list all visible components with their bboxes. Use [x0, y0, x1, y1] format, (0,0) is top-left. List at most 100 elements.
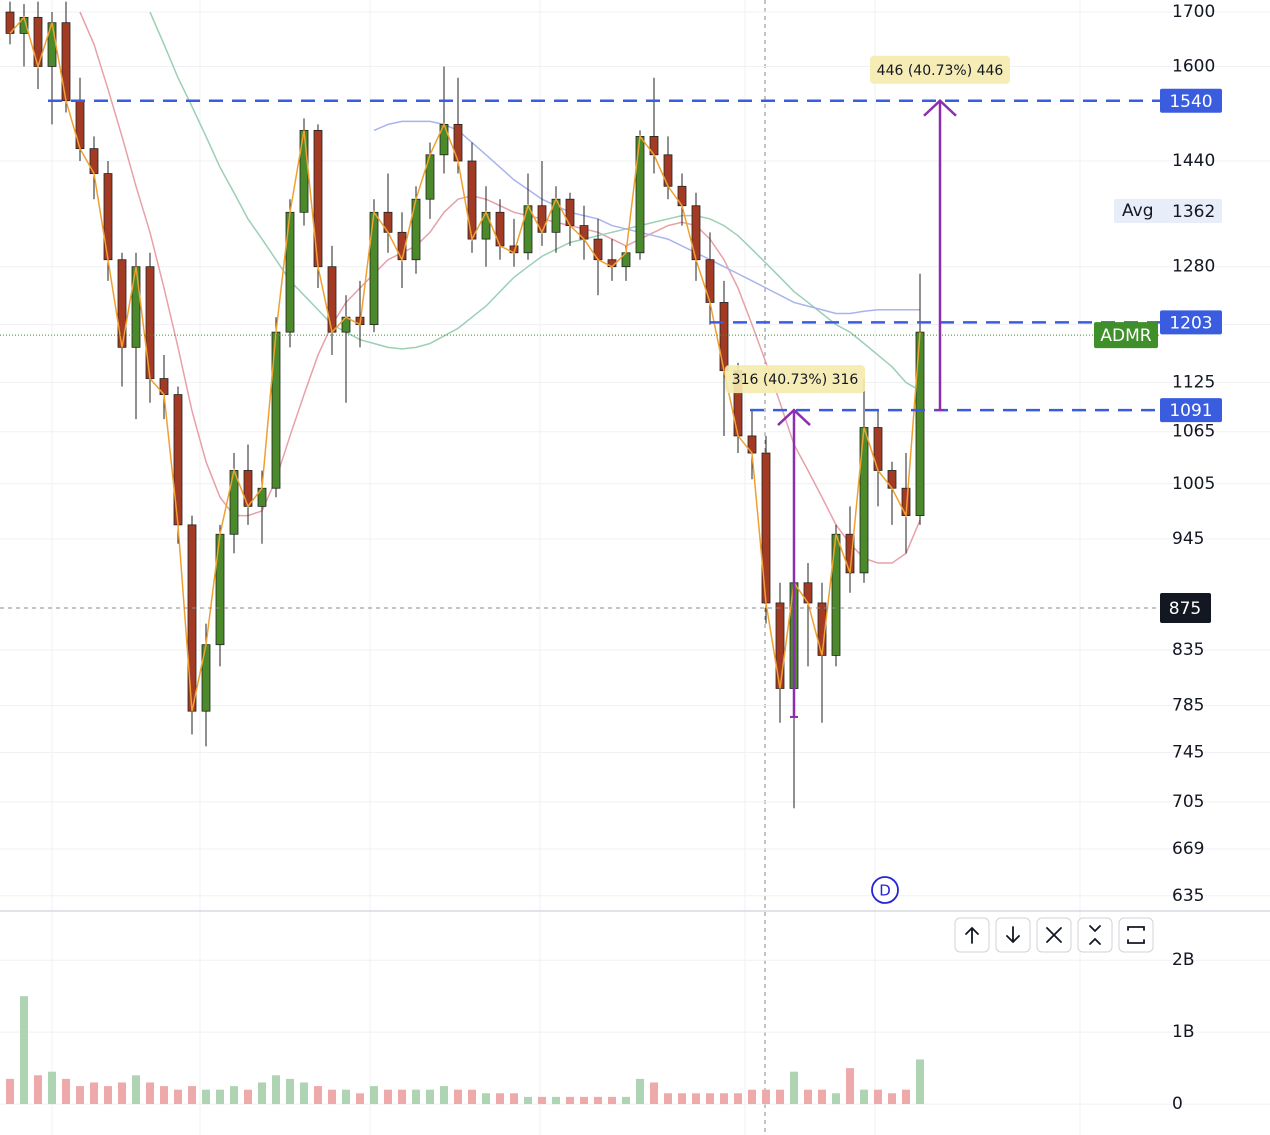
volume-bar	[832, 1093, 840, 1105]
volume-tick-label: 1B	[1172, 1022, 1194, 1042]
volume-bar	[790, 1071, 798, 1105]
y-tick-label: 635	[1172, 886, 1204, 906]
y-tick-label: 1440	[1172, 151, 1215, 171]
volume-bar	[356, 1093, 364, 1105]
volume-bar	[6, 1078, 14, 1105]
volume-bar	[510, 1093, 518, 1105]
volume-bar	[398, 1089, 406, 1105]
symbol-label: ADMR	[1100, 326, 1151, 346]
volume-tick-label: 0	[1172, 1094, 1183, 1114]
y-tick-label: 1125	[1172, 373, 1215, 393]
volume-bar	[888, 1093, 896, 1105]
volume-bar	[244, 1089, 252, 1105]
measure-label-box	[870, 55, 1010, 84]
measure-label-box	[725, 365, 865, 394]
volume-bar	[580, 1096, 588, 1105]
pane-button-icons	[965, 925, 1145, 945]
volume-bar	[748, 1089, 756, 1105]
volume-bar	[608, 1096, 616, 1105]
price-line-label: 1091	[1169, 401, 1212, 421]
volume-bar	[174, 1089, 182, 1105]
volume-bar	[496, 1093, 504, 1105]
volume-tick-label: 2B	[1172, 950, 1194, 970]
volume-bar	[20, 996, 28, 1105]
moving-average-line	[149, 11, 921, 392]
maximize-icon	[1127, 926, 1145, 944]
y-tick-label: 1700	[1172, 2, 1215, 22]
volume-bar	[188, 1086, 196, 1105]
symbol-label-box	[1094, 322, 1158, 349]
y-tick-label: 1065	[1172, 422, 1215, 442]
volume-bar	[804, 1089, 812, 1105]
volume-bar	[48, 1071, 56, 1105]
volume-bar	[636, 1078, 644, 1105]
volume-bar	[76, 1086, 84, 1105]
y-tick-label: 705	[1172, 792, 1204, 812]
price-line-label-box	[1160, 398, 1222, 423]
collapse-button[interactable]	[1077, 917, 1113, 953]
volume-bar	[34, 1075, 42, 1105]
close-icon	[1046, 927, 1062, 943]
volume-bar	[132, 1075, 140, 1105]
down-icon	[1006, 926, 1020, 944]
volume-bar	[524, 1096, 532, 1105]
volume-bar	[482, 1093, 490, 1105]
y-tick-label: 945	[1172, 529, 1204, 549]
price-line-label-box	[1160, 88, 1222, 113]
volume-bar	[468, 1089, 476, 1105]
volume-bar	[440, 1086, 448, 1105]
y-tick-label: 1005	[1172, 474, 1215, 494]
volume-bar	[426, 1089, 434, 1105]
y-tick-label: 669	[1172, 839, 1204, 859]
volume-bar	[454, 1089, 462, 1105]
volume-bar	[860, 1089, 868, 1105]
measure-label: 446 (40.73%) 446	[877, 63, 1004, 79]
y-tick-label: 785	[1172, 695, 1204, 715]
volume-bar	[566, 1096, 574, 1105]
measure-label: 316 (40.73%) 316	[732, 372, 859, 388]
event-marker-label: D	[879, 882, 891, 900]
collapse-icon	[1089, 925, 1101, 945]
volume-bar	[314, 1086, 322, 1105]
volume-bar	[258, 1082, 266, 1105]
volume-bar	[846, 1068, 854, 1105]
volume-bar	[706, 1093, 714, 1105]
volume-bar	[412, 1089, 420, 1105]
volume-bar	[622, 1096, 630, 1105]
volume-bar	[594, 1096, 602, 1105]
up-icon	[965, 926, 979, 944]
crosshair-label: 875	[1169, 599, 1201, 619]
volume-bar	[230, 1086, 238, 1105]
volume-bar	[916, 1059, 924, 1105]
y-tick-label: 835	[1172, 640, 1204, 660]
volume-bar	[664, 1093, 672, 1105]
volume-bar	[902, 1089, 910, 1105]
volume-bar	[776, 1089, 784, 1105]
maximize-button[interactable]	[1118, 917, 1154, 953]
measure-arrowhead	[923, 99, 957, 117]
price-line-label: 1203	[1169, 313, 1212, 333]
volume-bar	[678, 1093, 686, 1105]
volume-bar	[146, 1082, 154, 1105]
vertical-grid	[51, 0, 1081, 1135]
volume-bar	[272, 1075, 280, 1105]
volume-bar	[692, 1093, 700, 1105]
crosshair-label-box	[1160, 593, 1211, 624]
average-value: 1362	[1172, 202, 1215, 222]
y-tick-label: 1280	[1172, 257, 1215, 277]
volume-bar	[90, 1082, 98, 1105]
average-label: Avg	[1122, 201, 1154, 221]
measure-arrowhead	[777, 408, 811, 426]
volume-bar	[734, 1093, 742, 1105]
volume-bar	[160, 1086, 168, 1105]
price-line-label-box	[1160, 310, 1222, 335]
volume-bar	[650, 1082, 658, 1105]
volume-bar	[62, 1078, 70, 1105]
volume-bar	[202, 1089, 210, 1105]
volume-bar	[762, 1089, 770, 1105]
volume-bar	[538, 1096, 546, 1105]
volume-bar	[720, 1093, 728, 1105]
volume-bar	[818, 1089, 826, 1105]
